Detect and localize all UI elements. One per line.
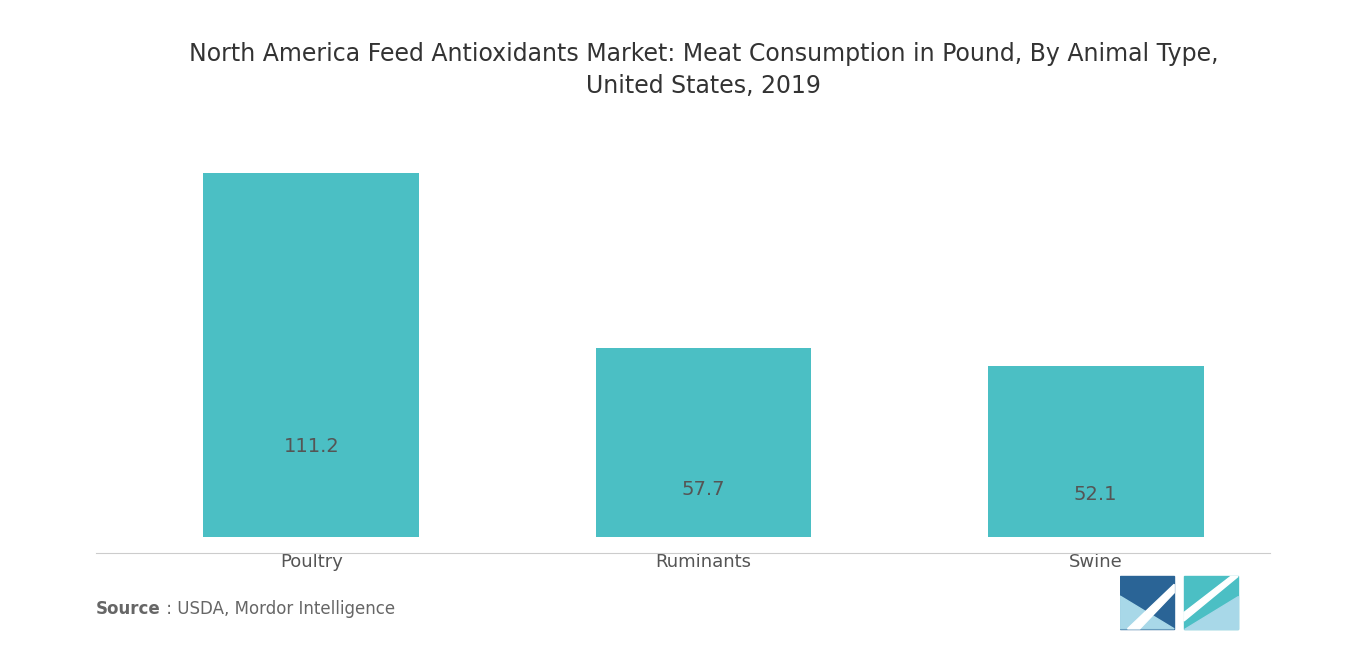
Text: 52.1: 52.1	[1074, 485, 1117, 504]
Polygon shape	[1184, 596, 1238, 629]
Text: : USDA, Mordor Intelligence: : USDA, Mordor Intelligence	[161, 600, 395, 618]
Title: North America Feed Antioxidants Market: Meat Consumption in Pound, By Animal Typ: North America Feed Antioxidants Market: …	[189, 43, 1218, 98]
Bar	[596, 348, 811, 537]
Polygon shape	[1184, 576, 1238, 621]
Bar	[1120, 576, 1175, 629]
Text: 57.7: 57.7	[682, 480, 725, 499]
Bar	[1184, 576, 1238, 629]
Bar	[204, 173, 419, 537]
Bar	[988, 366, 1203, 537]
Text: 111.2: 111.2	[283, 436, 339, 456]
Polygon shape	[1120, 596, 1175, 629]
Text: Source: Source	[96, 600, 160, 618]
Polygon shape	[1127, 584, 1175, 629]
